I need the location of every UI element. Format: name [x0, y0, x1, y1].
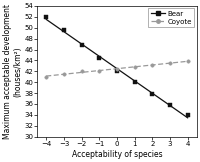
Y-axis label: Maximum acceptable development
(houses/km²): Maximum acceptable development (houses/k…	[3, 4, 23, 139]
Legend: Bear, Coyote: Bear, Coyote	[148, 8, 194, 28]
X-axis label: Acceptability of species: Acceptability of species	[72, 150, 162, 159]
